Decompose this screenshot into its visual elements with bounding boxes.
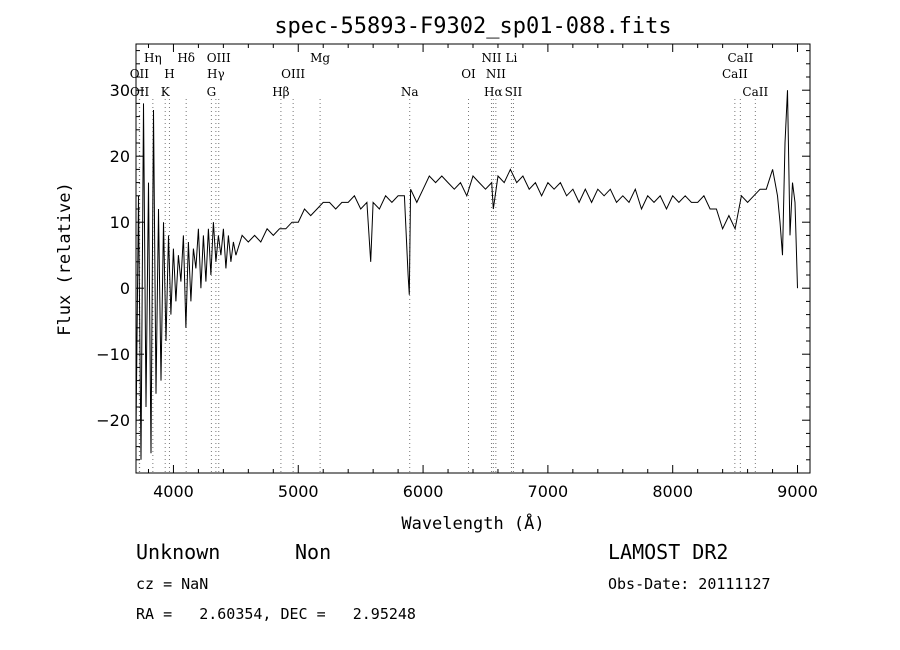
x-tick-label: 6000 — [403, 482, 444, 501]
y-tick-label: −20 — [96, 411, 130, 430]
y-tick-label: 20 — [110, 147, 130, 166]
classification-label: Unknown — [136, 540, 221, 564]
spectral-line-label: Hδ — [177, 51, 195, 65]
spectral-line-markers: Hη OII OII HK Hδ OIII Hγ G Hβ OIII Mg Na OI NII NII Hα L… — [130, 51, 768, 473]
plot-frame — [135, 43, 811, 474]
spectral-line-label: K — [161, 85, 171, 99]
coordinates-label: RA = 2.60354, DEC = 2.95248 — [136, 605, 416, 623]
spectral-line-label: OI — [461, 67, 476, 81]
spectral-line-label: Li — [506, 51, 518, 65]
spectral-line-label: Hβ — [272, 85, 289, 99]
y-axis-label: Flux (relative) — [55, 182, 75, 336]
x-tick-label: 5000 — [278, 482, 319, 501]
y-tick-label: −10 — [96, 345, 130, 364]
chart-title: spec-55893-F9302_sp01-088.fits — [274, 14, 671, 39]
x-tick-label: 8000 — [652, 482, 693, 501]
subclass-label: Non — [295, 540, 332, 564]
spectral-line-label: Mg — [310, 51, 330, 65]
x-axis-label: Wavelength (Å) — [401, 512, 544, 534]
survey-label: LAMOST DR2 — [608, 540, 729, 564]
x-tick-label: 9000 — [777, 482, 818, 501]
spectral-line-label: NII — [486, 67, 506, 81]
spectral-line-label: CaII — [722, 67, 748, 81]
spectral-line-label: CaII — [742, 85, 768, 99]
spectral-line-label: OII — [130, 67, 150, 81]
spectrum-series-line — [135, 90, 798, 460]
y-tick-label: 30 — [110, 81, 130, 100]
spectral-line-label: Na — [401, 85, 419, 99]
spectral-line-label: Hγ — [207, 67, 225, 81]
spectral-line-label: OIII — [207, 51, 231, 65]
redshift-label: cz = NaN — [136, 575, 209, 593]
spectral-line-label: H — [164, 67, 174, 81]
spectral-line-label: Hη — [144, 51, 162, 65]
spectral-line-label: SII — [505, 85, 523, 99]
obs-date-label: Obs-Date: 20111127 — [608, 575, 771, 593]
spectral-line-label: OIII — [281, 67, 305, 81]
spectral-line-label: G — [207, 85, 217, 99]
axes: 4000 5000 6000 7000 8000 9000 −20 −10 0 10 20 30 — [96, 44, 818, 501]
y-tick-label: 10 — [110, 213, 130, 232]
y-tick-label: 0 — [120, 279, 130, 298]
spectral-line-label: OII — [130, 85, 150, 99]
spectral-line-label: CaII — [727, 51, 753, 65]
spectral-line-label: NII — [481, 51, 501, 65]
spectrum-plot-area — [135, 90, 798, 460]
spectral-line-label: Hα — [484, 85, 503, 99]
x-tick-label: 7000 — [528, 482, 569, 501]
x-tick-label: 4000 — [153, 482, 194, 501]
